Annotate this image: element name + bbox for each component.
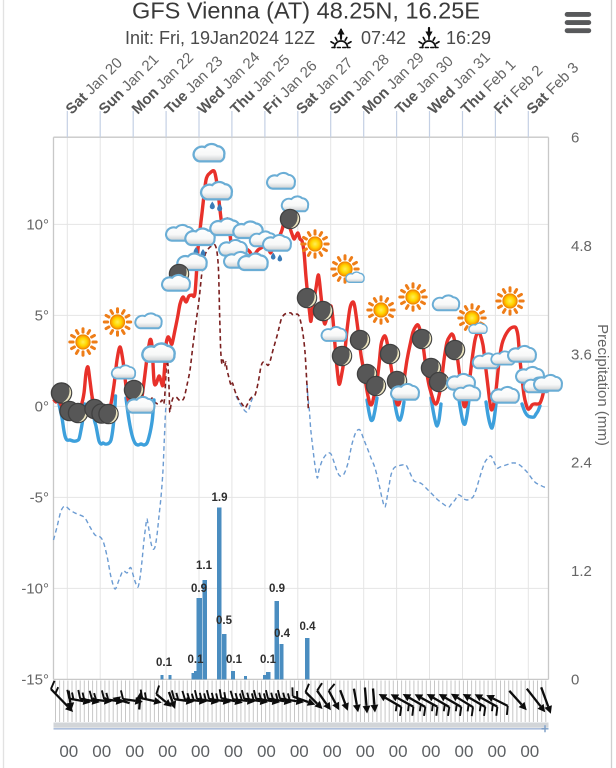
svg-text:00: 00 [125, 742, 144, 761]
svg-text:0.1: 0.1 [156, 657, 173, 669]
svg-text:GFS Vienna (AT) 48.25N, 16.25E: GFS Vienna (AT) 48.25N, 16.25E [132, 0, 480, 24]
svg-text:1.2: 1.2 [571, 563, 592, 580]
svg-text:0.1: 0.1 [188, 654, 205, 666]
svg-text:00: 00 [455, 742, 474, 761]
svg-text:00: 00 [487, 742, 506, 761]
svg-text:0: 0 [571, 672, 579, 689]
svg-text:0.9: 0.9 [269, 583, 285, 595]
svg-text:00: 00 [224, 742, 243, 761]
svg-text:3.6: 3.6 [571, 346, 592, 363]
svg-text:0°: 0° [35, 399, 49, 416]
svg-text:00: 00 [520, 742, 539, 761]
svg-text:0.4: 0.4 [300, 621, 317, 633]
svg-text:0.1: 0.1 [226, 654, 243, 666]
svg-text:0.9: 0.9 [191, 583, 207, 595]
svg-text:16:29: 16:29 [446, 28, 491, 48]
svg-text:00: 00 [356, 742, 375, 761]
svg-text:Precipitation (mm): Precipitation (mm) [594, 324, 611, 446]
svg-text:00: 00 [158, 742, 177, 761]
svg-text:00: 00 [92, 742, 111, 761]
svg-text:-10°: -10° [21, 581, 49, 598]
svg-text:10°: 10° [26, 217, 49, 234]
svg-text:-15°: -15° [21, 672, 49, 689]
svg-text:07:42: 07:42 [361, 28, 406, 48]
svg-text:00: 00 [257, 742, 276, 761]
svg-text:0.5: 0.5 [216, 615, 233, 627]
svg-text:0.1: 0.1 [260, 654, 277, 666]
svg-text:0.4: 0.4 [274, 628, 291, 640]
svg-text:-5°: -5° [30, 490, 49, 507]
svg-text:6: 6 [571, 129, 579, 146]
svg-text:00: 00 [422, 742, 441, 761]
svg-text:1.9: 1.9 [212, 492, 228, 504]
svg-text:00: 00 [389, 742, 408, 761]
svg-text:2.4: 2.4 [571, 455, 592, 472]
svg-text:00: 00 [290, 742, 309, 761]
svg-text:00: 00 [59, 742, 78, 761]
svg-text:5°: 5° [35, 308, 49, 325]
svg-text:00: 00 [191, 742, 210, 761]
svg-text:4.8: 4.8 [571, 238, 592, 255]
svg-text:Init: Fri, 19Jan2024 12Z: Init: Fri, 19Jan2024 12Z [125, 28, 315, 48]
svg-text:00: 00 [323, 742, 342, 761]
svg-text:1.1: 1.1 [196, 560, 213, 572]
